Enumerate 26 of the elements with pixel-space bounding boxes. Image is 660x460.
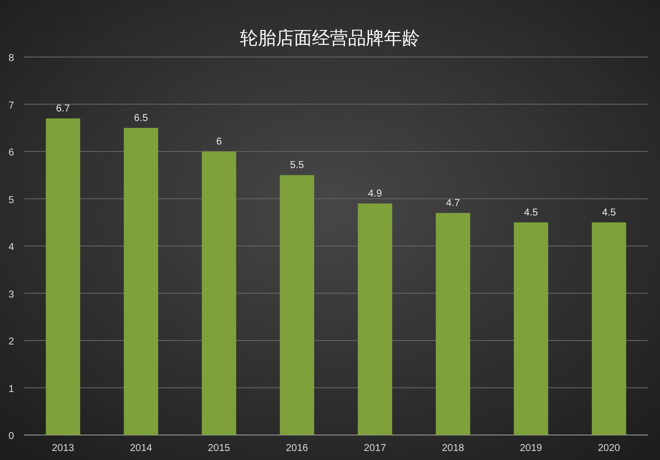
y-tick-label: 0 <box>8 431 14 442</box>
y-tick-label: 2 <box>8 336 14 348</box>
y-tick-label: 6 <box>8 148 14 158</box>
y-tick-label: 7 <box>8 100 14 112</box>
y-tick-label: 4 <box>8 242 14 253</box>
data-label: 6.7 <box>56 103 70 114</box>
x-tick-label: 2018 <box>442 443 465 454</box>
x-tick-label: 2014 <box>130 443 153 454</box>
y-tick-label: 3 <box>8 289 14 300</box>
data-label: 4.5 <box>602 207 616 218</box>
x-tick-label: 2019 <box>520 443 543 454</box>
x-tick-label: 2020 <box>598 443 621 454</box>
data-label: 6.5 <box>134 112 148 124</box>
data-label: 4.7 <box>446 198 460 209</box>
chart-title: 轮胎店面经营品牌年龄 <box>240 28 420 48</box>
x-tick-label: 2016 <box>286 443 309 454</box>
data-label: 4.9 <box>368 188 382 200</box>
data-label: 4.5 <box>524 207 538 218</box>
x-tick-label: 2017 <box>364 443 387 454</box>
y-tick-label: 8 <box>8 53 14 64</box>
x-tick-label: 2015 <box>208 443 231 454</box>
y-tick-label: 1 <box>8 384 14 395</box>
x-tick-label: 2013 <box>52 443 75 454</box>
y-tick-label: 5 <box>8 194 14 206</box>
data-label: 5.5 <box>290 160 304 172</box>
data-label: 6 <box>216 136 222 148</box>
